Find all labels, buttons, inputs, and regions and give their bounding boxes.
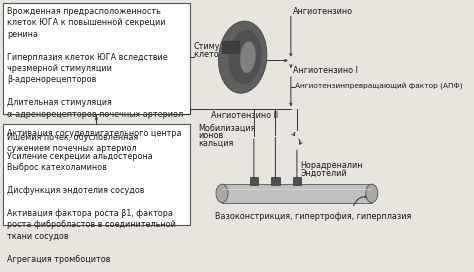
Text: Норадреналин: Норадреналин — [301, 161, 363, 171]
Text: Эндотелий: Эндотелий — [301, 169, 347, 178]
Text: Ангиотензино: Ангиотензино — [292, 7, 353, 16]
Text: клеток ЮГА: клеток ЮГА — [193, 50, 245, 58]
Text: Вазоконстрикция, гипертрофия, гиперплазия: Вазоконстрикция, гипертрофия, гиперплази… — [215, 212, 411, 221]
Ellipse shape — [229, 30, 262, 84]
Ellipse shape — [240, 41, 255, 73]
Text: Ангиотензино II: Ангиотензино II — [211, 111, 278, 120]
Ellipse shape — [366, 184, 378, 203]
Text: Мобилизация: Мобилизация — [198, 123, 255, 132]
FancyBboxPatch shape — [271, 177, 280, 185]
FancyBboxPatch shape — [292, 177, 301, 185]
FancyBboxPatch shape — [222, 184, 372, 203]
Text: Ангиотензинпревращающий фактор (АПФ): Ангиотензинпревращающий фактор (АПФ) — [295, 83, 463, 90]
FancyBboxPatch shape — [2, 2, 190, 114]
FancyBboxPatch shape — [249, 177, 258, 185]
Text: Врожденная предрасположенность
клеток ЮГА к повышенной секреции
ренина

Гиперпла: Врожденная предрасположенность клеток ЮГ… — [7, 7, 183, 153]
Text: ионов: ионов — [198, 131, 223, 140]
FancyBboxPatch shape — [2, 124, 190, 225]
Text: Активация сосудодвигательного центра

Усиление секреции альдостерона
Выброс кате: Активация сосудодвигательного центра Уси… — [7, 129, 182, 264]
Text: Стимуляция: Стимуляция — [193, 42, 246, 51]
Text: Ренин: Ренин — [231, 57, 256, 66]
FancyBboxPatch shape — [222, 41, 239, 53]
Text: Ангиотензино I: Ангиотензино I — [292, 66, 357, 75]
Ellipse shape — [216, 184, 228, 203]
Text: кальция: кальция — [198, 139, 233, 148]
Ellipse shape — [219, 21, 267, 93]
